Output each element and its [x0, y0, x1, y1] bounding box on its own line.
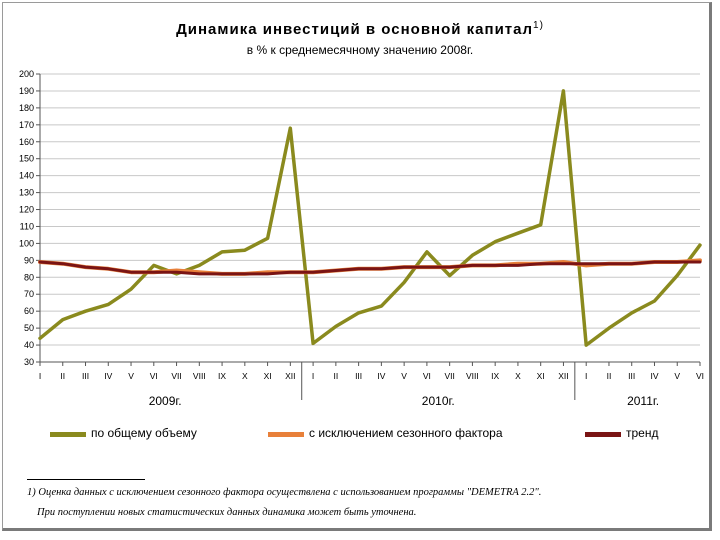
x-tick-label: X	[515, 371, 521, 381]
x-tick-label: I	[39, 371, 41, 381]
chart-title: Динамика инвестиций в основной капитал1)	[0, 20, 720, 38]
x-tick-label: VI	[696, 371, 704, 381]
x-tick-label: III	[355, 371, 362, 381]
y-tick-label: 80	[24, 272, 34, 282]
footnote-line-1: 1) Оценка данных с исключением сезонного…	[27, 487, 542, 498]
x-tick-label: VIII	[466, 371, 479, 381]
y-tick-label: 120	[19, 205, 34, 215]
y-tick-label: 60	[24, 306, 34, 316]
legend-swatch-total	[50, 432, 86, 437]
slide-frame	[2, 2, 712, 531]
y-tick-label: 50	[24, 323, 34, 333]
x-tick-label: II	[333, 371, 338, 381]
y-tick-label: 140	[19, 171, 34, 181]
x-tick-label: I	[585, 371, 587, 381]
y-tick-label: 90	[24, 255, 34, 265]
y-tick-label: 110	[20, 221, 34, 231]
x-tick-label: IV	[104, 371, 112, 381]
year-label: 2011г.	[627, 394, 659, 408]
y-tick-label: 150	[19, 154, 34, 164]
series-line	[38, 260, 702, 276]
legend-swatch-trend	[585, 432, 621, 437]
x-tick-label: II	[60, 371, 65, 381]
y-tick-label: 190	[19, 86, 34, 96]
year-label: 2009г.	[149, 394, 182, 408]
y-tick-label: 100	[19, 238, 34, 248]
footnote-line-2: При поступлении новых статистических дан…	[37, 507, 417, 518]
x-tick-label: XII	[285, 371, 295, 381]
legend-label-trend: тренд	[626, 426, 659, 440]
x-tick-label: VII	[171, 371, 181, 381]
y-tick-label: 40	[24, 340, 34, 350]
legend-label-total: по общему объему	[91, 426, 197, 440]
footnote-rule	[27, 479, 145, 480]
y-tick-label: 180	[19, 103, 34, 113]
x-tick-label: III	[82, 371, 89, 381]
x-tick-label: IX	[218, 371, 226, 381]
legend-swatch-seasonal	[268, 432, 304, 437]
y-tick-label: 160	[19, 137, 34, 147]
x-tick-label: XI	[264, 371, 272, 381]
chart-title-text: Динамика инвестиций в основной капитал	[176, 21, 534, 38]
chart-subtitle: в % к среднемесячному значению 2008г.	[246, 43, 474, 57]
x-tick-label: XI	[537, 371, 545, 381]
y-tick-label: 130	[19, 188, 34, 198]
y-tick-label: 200	[19, 69, 34, 79]
x-tick-label: VII	[444, 371, 454, 381]
x-tick-label: III	[628, 371, 635, 381]
x-tick-label: I	[312, 371, 314, 381]
y-tick-label: 70	[24, 289, 34, 299]
series-line	[38, 89, 702, 347]
x-tick-label: XII	[558, 371, 568, 381]
legend-label-seasonal: с исключением сезонного фактора	[309, 426, 503, 440]
x-tick-label: VIII	[193, 371, 206, 381]
x-tick-label: IX	[491, 371, 499, 381]
x-tick-label: X	[242, 371, 248, 381]
x-tick-label: V	[128, 371, 134, 381]
x-tick-label: V	[674, 371, 680, 381]
x-tick-label: II	[607, 371, 612, 381]
y-tick-label: 30	[24, 357, 34, 367]
year-label: 2010г.	[422, 394, 455, 408]
x-tick-label: V	[401, 371, 407, 381]
y-tick-label: 170	[19, 120, 34, 130]
x-tick-label: IV	[377, 371, 385, 381]
title-footnote-mark: 1)	[533, 20, 544, 31]
x-tick-label: VI	[150, 371, 158, 381]
x-tick-label: VI	[423, 371, 431, 381]
x-tick-label: IV	[650, 371, 658, 381]
